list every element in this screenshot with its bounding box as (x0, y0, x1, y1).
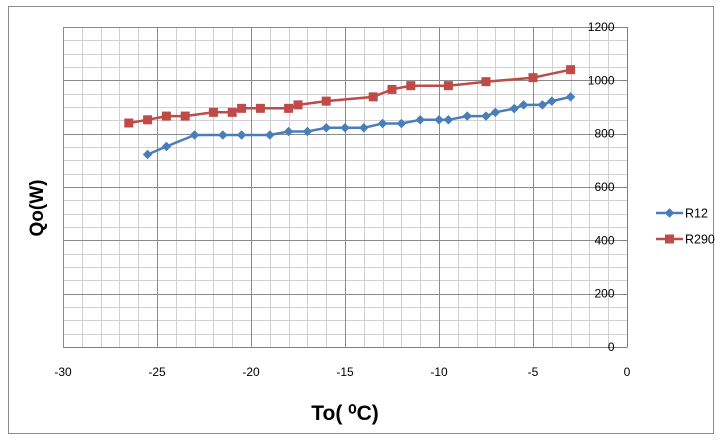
y-tick-label: 0 (608, 340, 615, 354)
chart-area-border (8, 6, 714, 434)
data-point-r12 (443, 114, 454, 125)
x-tick-label: -20 (242, 365, 260, 379)
data-point-r290 (180, 111, 190, 121)
legend-marker (664, 208, 675, 218)
data-point-r290 (124, 118, 134, 128)
y-tick-label: 600 (594, 180, 614, 194)
y-tick-label: 800 (594, 127, 614, 141)
data-point-r290 (208, 107, 218, 117)
legend-item-r290: R290 (656, 233, 715, 247)
data-point-r290 (566, 65, 576, 75)
x-tick-labels: -30 -25 -20 -15 -10 -5 0 (54, 365, 630, 379)
data-point-r12 (264, 130, 275, 140)
data-point-r12 (340, 122, 350, 133)
data-point-r290 (321, 96, 331, 106)
data-point-r12 (302, 126, 313, 137)
data-point-r290 (443, 81, 453, 91)
data-point-r290 (528, 73, 538, 83)
x-tick-label: -15 (336, 365, 354, 379)
data-point-r12 (236, 130, 247, 140)
legend-label: R12 (685, 207, 708, 221)
data-point-r12 (283, 126, 294, 137)
data-point-r290 (255, 103, 265, 113)
x-tick-label: 0 (624, 365, 631, 379)
data-point-r12 (321, 122, 332, 133)
data-point-r290 (143, 115, 153, 125)
data-point-r290 (481, 77, 491, 87)
data-point-r12 (546, 96, 557, 106)
data-point-r290 (237, 103, 247, 113)
data-point-r12 (481, 111, 491, 121)
y-tick-label: 200 (594, 287, 614, 301)
y-tick-label: 1200 (588, 20, 615, 34)
y-tick-labels: 0 200 400 600 800 1000 1200 (588, 20, 628, 354)
x-tick-label: -10 (430, 365, 448, 379)
data-point-r12 (396, 118, 407, 129)
data-point-r12 (434, 114, 444, 125)
data-point-r290 (387, 84, 397, 94)
series-layer (124, 65, 576, 160)
data-point-r12 (415, 114, 426, 125)
y-tick-label: 1000 (588, 73, 615, 87)
legend-marker (665, 234, 674, 244)
data-point-r12 (509, 103, 520, 114)
data-point-r290 (293, 100, 303, 110)
series-r12 (142, 92, 576, 160)
data-point-r290 (406, 81, 416, 91)
data-point-r290 (161, 111, 171, 121)
data-point-r12 (189, 130, 200, 140)
data-point-r12 (161, 141, 172, 152)
data-point-r12 (565, 92, 576, 102)
data-point-r290 (368, 92, 378, 102)
data-point-r12 (518, 100, 529, 110)
y-axis-title: Qo(W) (27, 180, 48, 237)
data-point-r12 (377, 118, 388, 129)
x-tick-label: -5 (528, 365, 539, 379)
x-tick-label: -30 (54, 365, 72, 379)
data-point-r290 (227, 107, 237, 117)
x-axis-title: To( ⁰C) (311, 402, 379, 425)
data-point-r12 (537, 100, 548, 110)
data-point-r12 (490, 107, 501, 118)
data-point-r12 (217, 130, 228, 140)
series-r290 (124, 65, 576, 128)
data-point-r12 (358, 122, 369, 133)
y-tick-label: 400 (594, 233, 614, 247)
x-tick-label: -25 (148, 365, 166, 379)
data-point-r12 (462, 111, 473, 121)
data-point-r12 (142, 149, 153, 160)
data-point-r290 (284, 103, 294, 113)
legend-label: R290 (685, 233, 715, 247)
legend: R12 R290 (656, 207, 715, 247)
legend-item-r12: R12 (656, 207, 708, 221)
